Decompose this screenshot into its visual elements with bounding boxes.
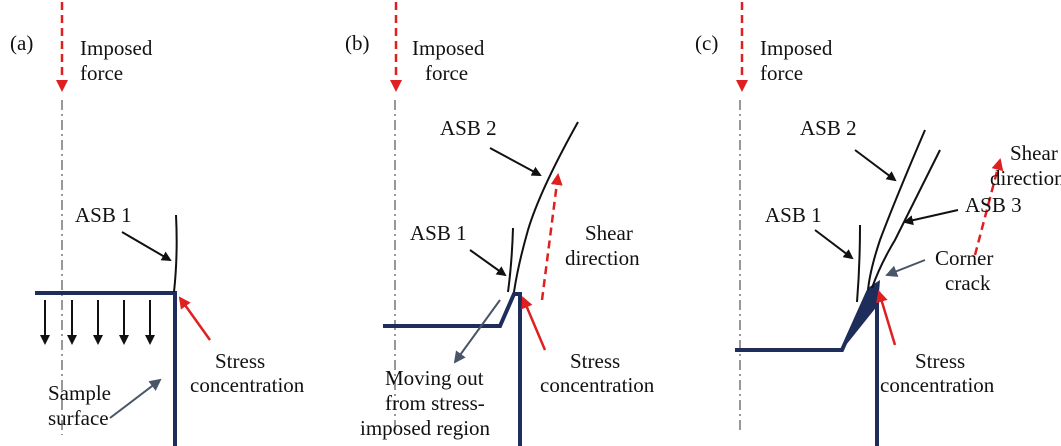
load-arrows: [40, 300, 155, 345]
force-text: Imposed: [80, 36, 153, 60]
pointer: [814, 229, 854, 260]
force-text: Imposed: [760, 36, 833, 60]
crack-text: crack: [945, 271, 991, 295]
pointer: [109, 378, 162, 419]
asb-label: ASB 1: [410, 221, 467, 245]
stress-arrow: [876, 290, 897, 346]
sample-outline: [383, 292, 522, 446]
asb-label: ASB 2: [800, 116, 857, 140]
panel-a: (a) Imposed force ASB 1 Stress concentra…: [10, 2, 305, 446]
surface-text: Sample: [48, 381, 111, 405]
shear-text: Shear: [1010, 141, 1058, 165]
force-text: force: [760, 61, 803, 85]
asb-line: [507, 227, 514, 293]
stress-arrow: [178, 296, 212, 341]
moving-text: imposed region: [360, 416, 491, 440]
shear-arrow: [973, 158, 1004, 256]
pointer: [489, 147, 542, 176]
corner-crack: [842, 280, 880, 350]
stress-text: Stress: [915, 349, 965, 373]
pointer: [121, 231, 172, 262]
pointer: [453, 299, 501, 364]
stress-text: Stress: [215, 349, 265, 373]
panel-b: (b) Imposed force ASB 2 ASB 1 Shear dire…: [345, 2, 655, 446]
sample-outline: [35, 291, 177, 446]
asb-label: ASB 1: [765, 203, 822, 227]
asb-line: [513, 121, 579, 293]
shear-text: direction: [565, 246, 640, 270]
stress-text: Stress: [570, 349, 620, 373]
stress-text: concentration: [190, 373, 305, 397]
pointer: [885, 259, 926, 277]
force-text: force: [80, 61, 123, 85]
stress-arrow: [521, 296, 547, 351]
asb-line: [173, 214, 178, 293]
moving-text: from stress-: [385, 391, 485, 415]
shear-arrow: [540, 173, 563, 301]
pointer: [469, 249, 507, 277]
surface-text: surface: [48, 406, 109, 430]
pointer: [854, 149, 897, 182]
asb-line: [871, 149, 941, 289]
shear-text: direction: [990, 166, 1061, 190]
asb-line: [856, 224, 861, 303]
panel-c: (c) Imposed force Shear direction ASB 2 …: [695, 2, 1061, 446]
panel-label: (b): [345, 31, 370, 55]
shear-text: Shear: [585, 221, 633, 245]
asb-label: ASB 2: [440, 116, 497, 140]
asb-label: ASB 3: [965, 193, 1022, 217]
moving-text: Moving out: [385, 366, 484, 390]
sample-outline: [735, 290, 879, 446]
pointer: [903, 209, 959, 226]
panel-label: (c): [695, 31, 718, 55]
panel-label: (a): [10, 31, 33, 55]
stress-text: concentration: [880, 373, 995, 397]
crack-text: Corner: [935, 246, 993, 270]
stress-text: concentration: [540, 373, 655, 397]
asb-line: [867, 129, 926, 291]
force-text: Imposed: [412, 36, 485, 60]
force-text: force: [425, 61, 468, 85]
asb-label: ASB 1: [75, 203, 132, 227]
